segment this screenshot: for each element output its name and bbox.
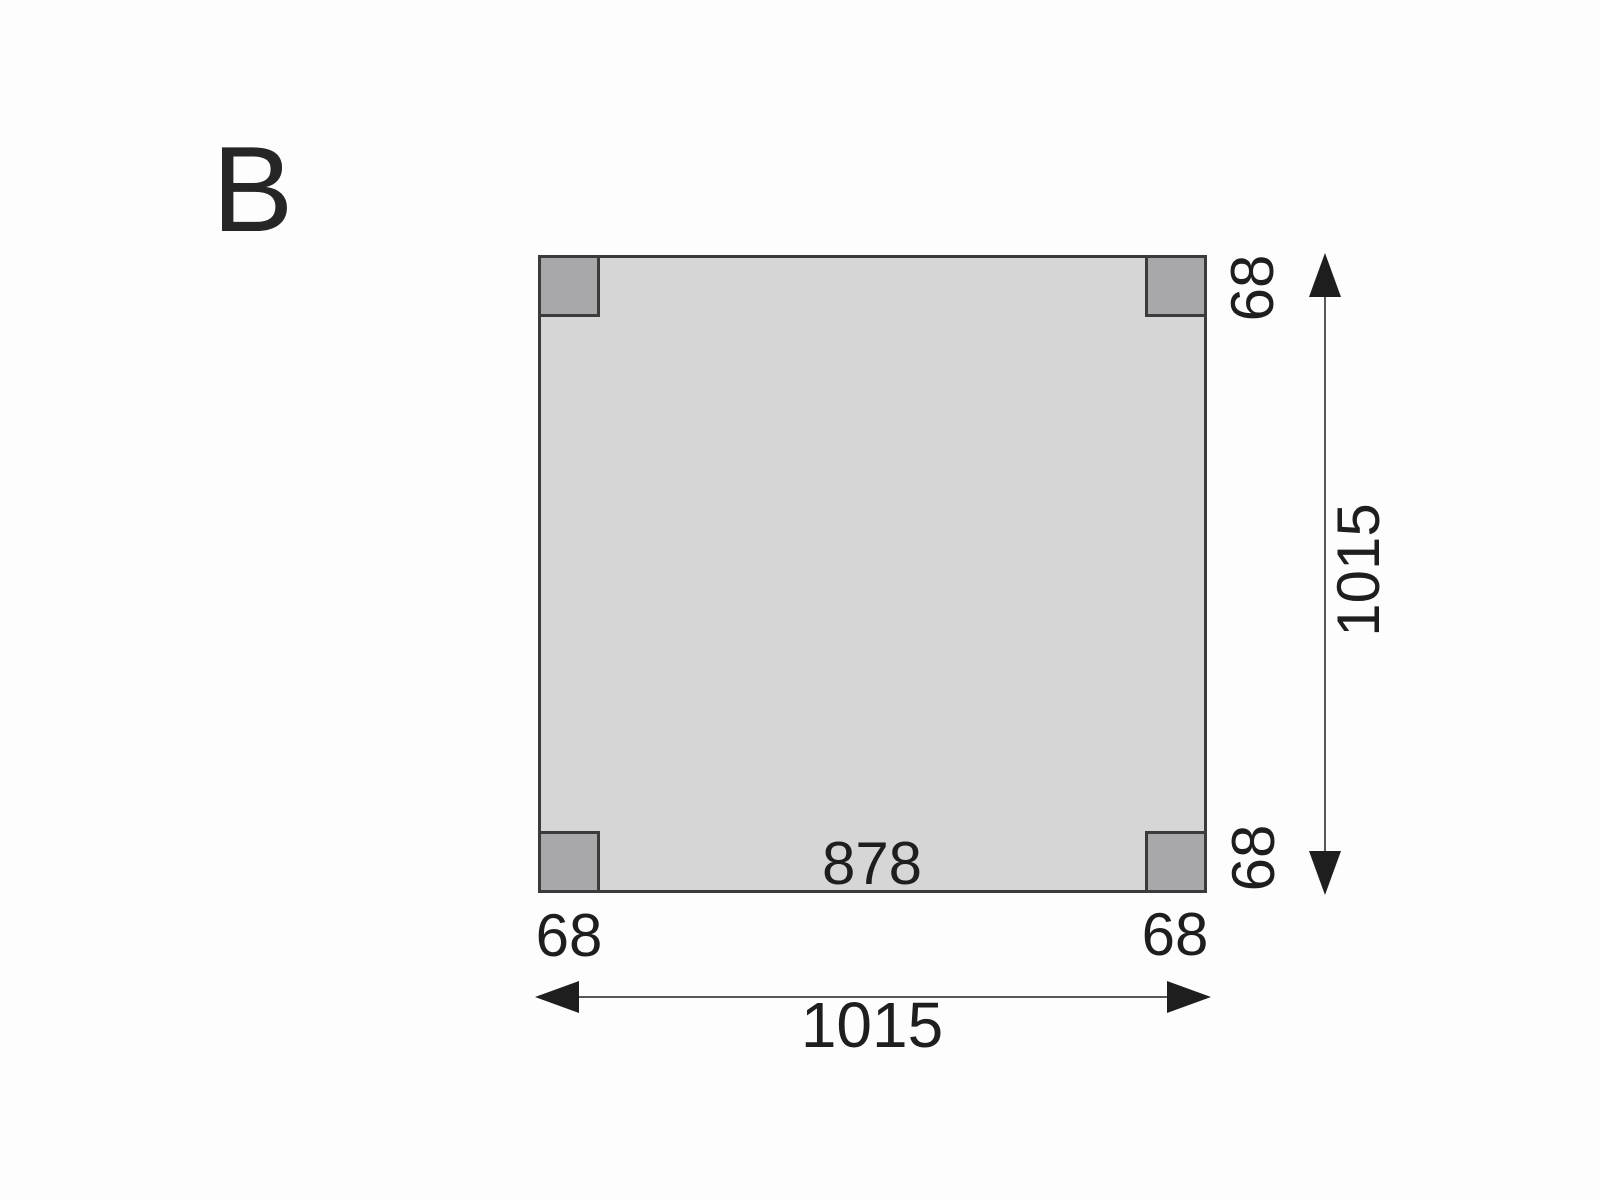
post-bottom-right	[1145, 831, 1207, 893]
vertical-dimension-line	[1324, 294, 1326, 854]
dim-total-width: 1015	[800, 989, 944, 1061]
dim-post-top-right: 68	[1219, 254, 1286, 322]
dim-post-bottom-right: 68	[1141, 901, 1209, 968]
post-top-left	[538, 255, 600, 317]
plan-label: B	[212, 121, 294, 257]
arrow-right-icon	[1167, 981, 1211, 1013]
arrow-up-icon	[1309, 253, 1341, 297]
post-top-right	[1145, 255, 1207, 317]
arrow-left-icon	[535, 981, 579, 1013]
dim-post-bottom-right-side: 68	[1220, 824, 1287, 892]
dim-total-height: 1015	[1325, 503, 1392, 637]
panel-outline	[538, 255, 1207, 893]
arrow-down-icon	[1309, 851, 1341, 895]
post-bottom-left	[538, 831, 600, 893]
dim-span-between-posts: 878	[821, 830, 923, 897]
dim-post-bottom-left: 68	[535, 902, 603, 969]
horizontal-dimension-line	[575, 996, 1167, 998]
